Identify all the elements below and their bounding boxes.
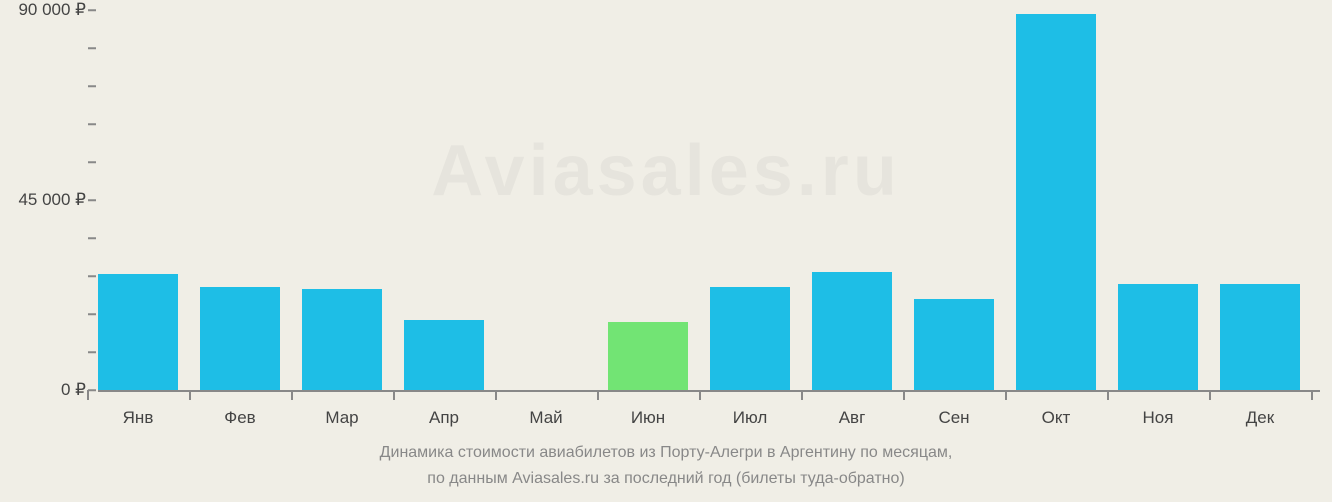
x-axis-tick: [291, 390, 293, 400]
x-axis-tick: [87, 390, 89, 400]
x-axis-label: Фев: [224, 408, 255, 428]
x-axis-tick: [1209, 390, 1211, 400]
x-axis-label: Апр: [429, 408, 459, 428]
bar: [1118, 284, 1198, 390]
y-axis-tick: [88, 123, 96, 125]
x-axis-tick: [903, 390, 905, 400]
y-axis-tick: [88, 275, 96, 277]
x-axis-label: Авг: [839, 408, 866, 428]
chart-plot-area: [98, 10, 1318, 390]
bar: [710, 287, 790, 390]
x-axis-tick: [597, 390, 599, 400]
x-axis-label: Сен: [938, 408, 969, 428]
y-axis-tick: [88, 389, 96, 391]
y-axis-tick: [88, 237, 96, 239]
bar: [200, 287, 280, 390]
y-axis-tick: [88, 9, 96, 11]
x-axis-tick: [189, 390, 191, 400]
x-axis-tick: [801, 390, 803, 400]
x-axis-label: Мар: [325, 408, 358, 428]
x-axis-tick: [699, 390, 701, 400]
y-axis: 0 ₽45 000 ₽90 000 ₽: [0, 10, 98, 390]
bar: [404, 320, 484, 390]
chart-caption-line-2: по данным Aviasales.ru за последний год …: [0, 470, 1332, 488]
y-axis-label: 45 000 ₽: [18, 190, 86, 210]
x-axis-label: Май: [529, 408, 562, 428]
bar: [98, 274, 178, 390]
y-axis-tick: [88, 85, 96, 87]
chart-caption-line-1: Динамика стоимости авиабилетов из Порту-…: [0, 444, 1332, 462]
bar: [302, 289, 382, 390]
x-axis-label: Дек: [1246, 408, 1274, 428]
y-axis-tick: [88, 199, 96, 201]
y-axis-tick: [88, 161, 96, 163]
x-axis-tick: [393, 390, 395, 400]
x-axis-tick: [1107, 390, 1109, 400]
y-axis-tick: [88, 351, 96, 353]
bar: [812, 272, 892, 390]
y-axis-label: 90 000 ₽: [18, 0, 86, 20]
x-axis-tick: [1311, 390, 1313, 400]
y-axis-label: 0 ₽: [61, 380, 86, 400]
bars-area: [98, 10, 1318, 390]
x-axis-label: Июн: [631, 408, 665, 428]
x-axis-labels: Янв Фев Мар Апр Май Июн Июл Авг Сен Окт Ноя Дек: [98, 400, 1318, 430]
x-axis-tick: [1005, 390, 1007, 400]
x-axis-label: Июл: [733, 408, 768, 428]
x-axis-line: [98, 390, 1320, 392]
bar: [914, 299, 994, 390]
x-axis-label: Окт: [1042, 408, 1071, 428]
bar: [1220, 284, 1300, 390]
bar: [1016, 14, 1096, 390]
x-axis-label: Янв: [123, 408, 154, 428]
y-axis-tick: [88, 313, 96, 315]
y-axis-tick: [88, 47, 96, 49]
x-axis-label: Ноя: [1143, 408, 1174, 428]
bar: [608, 322, 688, 390]
x-axis-tick: [495, 390, 497, 400]
